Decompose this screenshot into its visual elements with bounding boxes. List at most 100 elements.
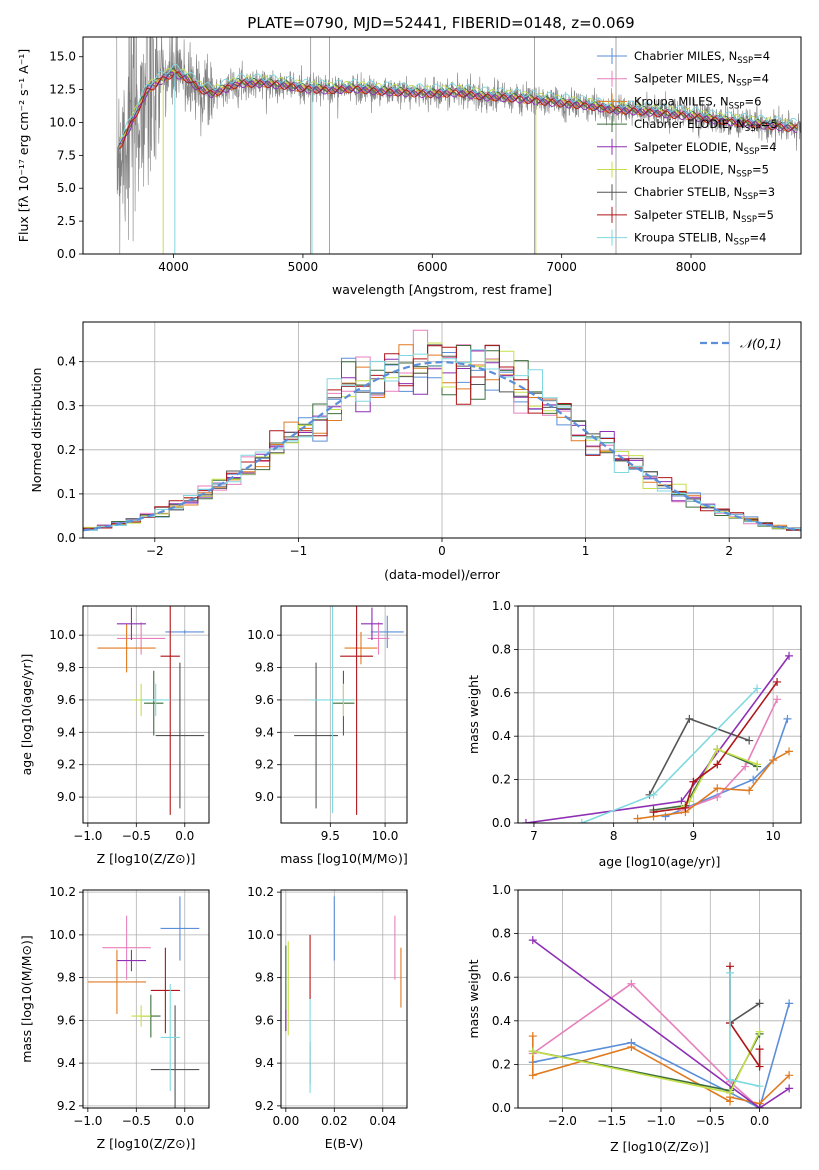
figure-title: PLATE=0790, MJD=52441, FIBERID=0148, z=0… — [247, 14, 634, 32]
axes-frame — [82, 605, 210, 824]
y-tick-label: 5.0 — [57, 181, 76, 195]
y-tick-label: 0.0 — [57, 531, 76, 545]
x-tick-label: 10.0 — [372, 829, 399, 843]
y-tick-label: 9.2 — [255, 758, 274, 772]
y-tick-label: 10.0 — [49, 628, 76, 642]
point-marker-kroupa-stelib — [577, 819, 586, 823]
series-line-chabrier-stelib — [729, 1002, 761, 1024]
y-tick-label: 9.2 — [57, 1099, 76, 1113]
plot-area-mass-vs-ebv — [285, 896, 402, 1094]
y-tick-label: 9.4 — [57, 725, 76, 739]
x-tick-label: 0.0 — [750, 1114, 769, 1128]
legend-label: Kroupa ELODIE, NSSP=5 — [634, 163, 769, 180]
x-tick-label: −1.5 — [597, 1114, 626, 1128]
x-tick-label: 9 — [690, 829, 698, 843]
point-marker-salpeter-elodie — [785, 651, 794, 660]
point-marker-chabrier-miles — [783, 714, 792, 723]
legend-label-count: =5 — [757, 208, 774, 222]
legend-label: Salpeter STELIB, NSSP=5 — [634, 208, 774, 225]
y-tick-label: 0.4 — [57, 355, 76, 369]
point-marker-chabrier-miles — [785, 999, 794, 1008]
x-axis-label: age [log10(age/yr)] — [599, 854, 721, 869]
point-marker-chabrier-stelib — [685, 714, 694, 723]
point-marker-kroupa-stelib — [753, 684, 762, 693]
model-line-salpeter-stelib — [119, 71, 797, 149]
legend-label-subscript: SSP — [744, 147, 760, 157]
y-tick-label: 9.8 — [255, 661, 274, 675]
panel-age-vs-mass: 9.5 10.0 9.0 9.2 9.4 9.6 9.8 10.0 mass [log10(M/… — [247, 605, 408, 866]
point-marker-kroupa-elodie — [753, 760, 762, 769]
y-tick-label: 9.6 — [57, 693, 76, 707]
axes-age-vs-mass: 9.5 10.0 9.0 9.2 9.4 9.6 9.8 10.0 mass [log10(M/… — [247, 605, 408, 866]
legend-label-count: =4 — [760, 140, 777, 154]
x-tick-label: 7 — [530, 829, 538, 843]
y-tick-label: 9.2 — [255, 1099, 274, 1113]
x-tick-label: −0.5 — [122, 1114, 151, 1128]
panel-age-vs-Z: −1.0 −0.5 0.0 9.0 9.2 9.4 9.6 9.8 10.0 Z [log10(Z… — [19, 605, 210, 866]
x-axis-label: Z [log10(Z/Z⊙)] — [97, 851, 196, 866]
axes-frame — [280, 889, 408, 1109]
y-tick-label: 10.0 — [247, 628, 274, 642]
legend-label-subscript: SSP — [729, 101, 745, 111]
y-tick-label: 0.6 — [492, 686, 511, 700]
x-axis-label: Z [log10(Z/Z⊙)] — [610, 1139, 709, 1154]
x-tick-label: 0.04 — [369, 1114, 396, 1128]
point-marker-kroupa-elodie — [528, 1047, 537, 1056]
x-axis-label: wavelength [Angstrom, rest frame] — [332, 282, 552, 297]
legend-label: 𝒩(0,1) — [740, 336, 782, 351]
y-tick-label: 15.0 — [49, 50, 76, 64]
y-tick-label: 1.0 — [492, 883, 511, 897]
legend-label-subscript: SSP — [734, 238, 750, 248]
legend-label: Salpeter ELODIE, NSSP=4 — [634, 140, 777, 157]
point-marker-kroupa-miles — [769, 756, 778, 765]
legend-label-subscript: SSP — [736, 79, 752, 89]
panel-mass-vs-ebv: 0.00 0.02 0.04 9.2 9.4 9.6 9.8 10.0 10.2 E(B-V) — [247, 885, 408, 1151]
x-tick-label: 5000 — [288, 260, 319, 274]
point-marker-kroupa-miles — [633, 814, 642, 823]
y-axis-label: mass weight — [466, 959, 481, 1038]
charts-layer: 4000 5000 6000 7000 80000.02.55.07.510.012.5… — [16, 36, 802, 1154]
legend-label-count: =5 — [752, 163, 769, 177]
legend-label-subscript: SSP — [745, 124, 761, 134]
x-tick-label: 2 — [725, 544, 733, 558]
x-axis-label: Z [log10(Z/Z⊙)] — [97, 1136, 196, 1151]
legend-label-count: =4 — [752, 72, 769, 86]
point-marker-kroupa-miles — [785, 747, 794, 756]
legend-label: Chabrier ELODIE, NSSP=5 — [634, 117, 778, 134]
y-tick-label: 0.3 — [57, 399, 76, 413]
legend-label-subscript: SSP — [742, 192, 758, 202]
y-tick-label: 0.8 — [492, 927, 511, 941]
series-line-salpeter-elodie — [532, 939, 790, 1108]
panel-residuals: −2 −1 0 1 2 0.0 0.1 0.2 0.3 0.4 𝒩(0,1) (data-model)… — [29, 321, 802, 582]
series-line-salpeter-miles — [681, 698, 778, 811]
x-tick-label: 9.5 — [321, 829, 340, 843]
legend-label-count: =3 — [758, 185, 775, 199]
point-marker-salpeter-stelib — [689, 777, 698, 786]
series-line-salpeter-miles — [532, 982, 761, 1108]
x-tick-label: 6000 — [417, 260, 448, 274]
y-tick-label: 0.4 — [492, 1014, 511, 1028]
axes-massweight-vs-age: 7 8 9 10 0.0 0.2 0.4 0.6 0.8 1.0 age [log10(age/yr… — [466, 599, 802, 869]
panel-spectrum: 4000 5000 6000 7000 8000 0.0 2.5 5.0 7.5 10.0 12.5… — [16, 36, 802, 297]
legend-label-count: =6 — [744, 94, 761, 108]
x-tick-label: 4000 — [158, 260, 189, 274]
point-marker-kroupa-miles — [713, 784, 722, 793]
point-marker-salpeter-miles — [713, 792, 722, 801]
x-axis-label: (data-model)/error — [384, 567, 501, 582]
point-marker-salpeter-stelib — [773, 677, 782, 686]
y-axis-label: Flux [fλ 10⁻¹⁷ erg cm⁻² s⁻¹ A⁻¹] — [16, 49, 31, 242]
y-tick-label: 9.8 — [57, 971, 76, 985]
legend-label: Salpeter MILES, NSSP=4 — [634, 72, 769, 89]
y-tick-label: 9.6 — [255, 1013, 274, 1027]
y-tick-label: 10.0 — [49, 115, 76, 129]
y-tick-label: 0.2 — [57, 443, 76, 457]
y-tick-label: 9.4 — [255, 1056, 274, 1070]
point-marker-salpeter-elodie — [785, 1084, 794, 1093]
panel-mass-vs-Z: −1.0 −0.5 0.0 9.2 9.4 9.6 9.8 10.0 10.2 Z [log10(… — [19, 885, 210, 1151]
legend-label-subscript: SSP — [741, 215, 757, 225]
y-tick-label: 0.1 — [57, 487, 76, 501]
legend-label-subscript: SSP — [736, 170, 752, 180]
y-tick-label: 10.0 — [49, 928, 76, 942]
y-tick-label: 9.0 — [255, 790, 274, 804]
point-marker-kroupa-miles — [745, 786, 754, 795]
